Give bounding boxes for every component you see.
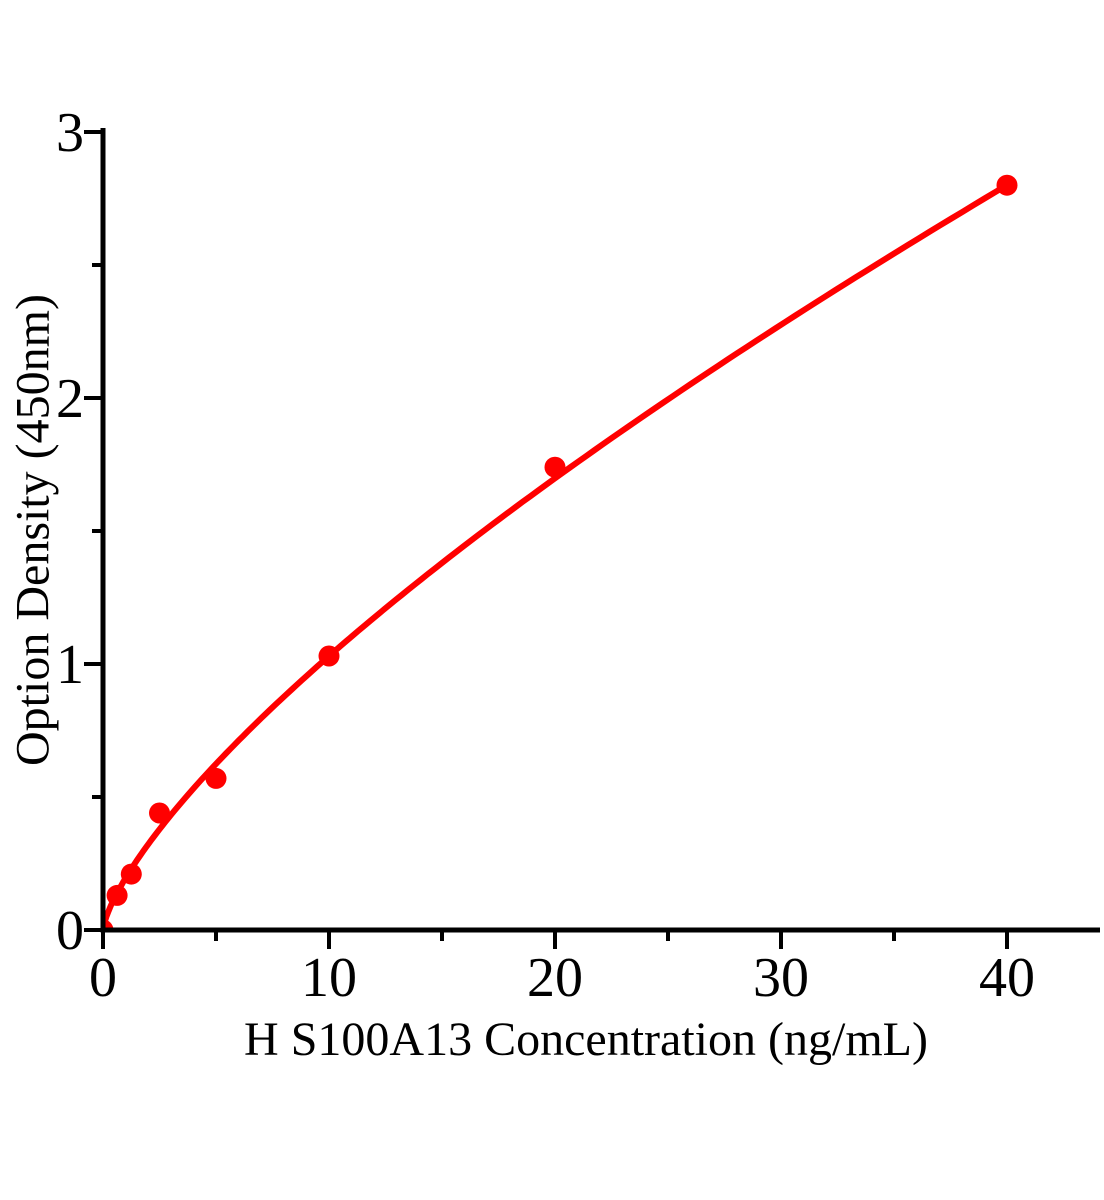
x-tick-label: 40: [979, 947, 1035, 1009]
data-point: [120, 863, 142, 885]
y-tick-label: 1: [56, 634, 84, 696]
y-tick-label: 3: [56, 102, 84, 164]
data-point: [149, 802, 170, 824]
x-tick-label: 30: [753, 947, 809, 1009]
x-tick-label: 10: [301, 947, 357, 1009]
data-layer: [102, 174, 1018, 930]
data-point: [205, 767, 227, 789]
data-point: [544, 456, 566, 478]
y-tick-label: 2: [56, 368, 84, 430]
x-tick-label: 0: [89, 947, 117, 1009]
data-point: [106, 884, 128, 906]
data-point: [996, 174, 1018, 196]
data-point: [318, 645, 340, 667]
x-axis-title: H S100A13 Concentration (ng/mL): [244, 1013, 928, 1066]
fit-curve-line: [102, 182, 1009, 930]
y-tick-label: 0: [56, 900, 84, 962]
x-tick-label: 20: [527, 947, 583, 1009]
y-axis-title: Option Density (450nm): [6, 294, 60, 766]
